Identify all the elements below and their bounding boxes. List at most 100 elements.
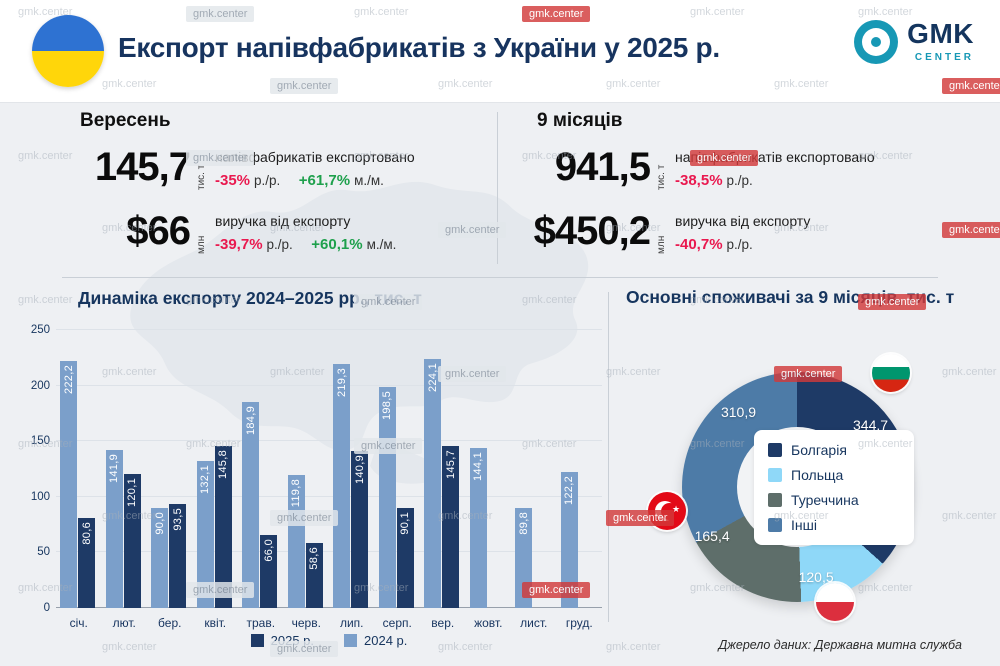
bar-value-label: 90,1: [399, 511, 411, 535]
gridline: [56, 551, 602, 553]
bar-value-label: 58,6: [308, 546, 320, 570]
yoy-change: -38,5% р./р.: [675, 172, 753, 189]
bar-value-label: 222,2: [62, 364, 75, 394]
bar-2025-m7: 140,9: [351, 451, 368, 608]
x-axis-label: груд.: [565, 616, 593, 630]
donut-chart-title: Основні споживачі за 9 місяців, тис. т: [626, 287, 955, 307]
gridline: [56, 495, 602, 497]
gmk-logo-icon: [854, 20, 899, 64]
donut-legend-swatch: [768, 443, 782, 457]
y-axis-tick: 100: [30, 490, 50, 503]
bar-value-label: 132,1: [199, 465, 211, 495]
x-axis-label: трав.: [246, 616, 276, 630]
donut-value-label-2: 120,5: [798, 568, 834, 585]
bar-group-4: 132,1 145,8 квіт.: [193, 330, 239, 630]
bar-group-9: 224,1 145,7 вер.: [420, 330, 466, 630]
stat-changes: -38,5% р./р.: [675, 172, 875, 190]
bar-value-label: 141,9: [108, 454, 120, 484]
stat-changes: -39,7% р./р. +60,1% м./м.: [215, 236, 410, 254]
bar-2024-m11: 89,8: [515, 508, 532, 608]
x-axis-label: січ.: [69, 616, 88, 630]
stat-changes: -35% р./р. +61,7% м./м.: [215, 172, 415, 190]
stat-value: $66: [126, 209, 191, 253]
donut-legend-label: Болгарія: [791, 442, 847, 458]
bar-2025-m4: 145,8: [214, 445, 232, 608]
bar-2024-m3: 90,0: [151, 507, 168, 608]
bar-2024-m1: 222,2: [60, 360, 77, 608]
stats-nine-months-title: 9 місяців: [537, 110, 623, 131]
bar-value-label: 90,0: [153, 511, 166, 535]
mom-change: +61,7% м./м.: [298, 172, 384, 189]
legend-label: 2025 р.: [270, 633, 314, 648]
bar-value-label: 184,9: [244, 406, 257, 436]
bar-2025-m1: 80,6: [78, 518, 95, 608]
bar-value-label: 89,8: [517, 512, 530, 535]
stat-value: 941,5: [554, 145, 651, 189]
donut-legend-swatch: [768, 518, 782, 532]
donut-legend-swatch: [768, 468, 782, 482]
bar-value-label: 93,5: [171, 508, 184, 531]
y-axis-tick: 250: [30, 324, 50, 336]
stat-unit: млн: [656, 235, 667, 254]
bar-value-label: 224,1: [426, 362, 439, 392]
bar-value-label: 122,2: [563, 476, 575, 506]
watermark: gmk.center: [18, 294, 73, 306]
logo-gmk-label: GMK: [907, 18, 974, 49]
donut-value-label-1: 344,7: [853, 417, 889, 434]
y-axis-tick: 150: [30, 435, 50, 448]
bar-2025-m2: 120,1: [123, 474, 141, 608]
bar-2024-m6: 119,8: [287, 474, 305, 608]
gridline: [56, 329, 602, 330]
y-axis-tick: 0: [43, 602, 50, 614]
bar-2024-m12: 122,2: [560, 472, 578, 608]
divider-vertical-stats: [497, 112, 498, 264]
bar-2025-m5: 66,0: [260, 534, 277, 608]
donut-legend: Болгарія Польща Туреччина Інші: [754, 430, 914, 545]
bar-2024-m9: 224,1: [424, 358, 441, 608]
gridline: [56, 607, 602, 608]
donut-legend-item-4: Інші: [768, 517, 900, 533]
legend-swatch: [250, 634, 264, 647]
bar-group-3: 90,0 93,5 бер.: [147, 330, 193, 630]
donut-legend-label: Інші: [791, 517, 817, 533]
bar-group-8: 198,5 90,1 серп.: [375, 330, 421, 630]
stat-row-export-revenue: $66 млн виручка від експорту -39,7% р./р.…: [64, 210, 489, 254]
bar-2025-m9: 145,7: [442, 446, 459, 608]
bar-2025-m6: 58,6: [305, 542, 323, 608]
bar-chart-legend: 2025 р. 2024 р.: [56, 633, 602, 648]
bar-value-label: 66,0: [262, 538, 275, 562]
bar-group-6: 119,8 58,6 черв.: [284, 330, 330, 630]
stat-changes: -40,7% р./р.: [675, 236, 810, 254]
stat-label: виручка від експорту: [215, 213, 351, 229]
stat-unit: тис. т: [656, 164, 667, 190]
mom-change: +60,1% м./м.: [311, 236, 397, 253]
gmk-logo-text: GMK CENTER: [907, 18, 974, 64]
legend-label: 2024 р.: [364, 633, 408, 648]
x-axis-label: бер.: [158, 616, 182, 630]
x-axis-label: серп.: [382, 616, 412, 630]
x-axis-label: жовт.: [474, 616, 503, 630]
stat-label: напівфабрикатів експортовано: [675, 149, 875, 165]
stats-september: Вересень 145,7 тис. т напівфабрикатів ек…: [64, 110, 489, 254]
watermark: gmk.center: [942, 366, 997, 378]
bar-value-label: 219,3: [335, 368, 348, 398]
poland-flag-icon: [816, 583, 854, 621]
bar-chart: 0 50 100 150 200 250 222,2 80,6 січ. 141,9 120,1 лю…: [31, 324, 602, 630]
gridline: [56, 384, 602, 386]
donut-legend-swatch: [768, 493, 782, 507]
stat-value: 145,7: [94, 145, 191, 189]
yoy-change: -35% р./р.: [215, 172, 281, 189]
watermark: gmk.center: [606, 641, 661, 653]
x-axis-label: лист.: [520, 616, 548, 630]
legend-swatch: [344, 634, 357, 647]
page-title: Експорт напівфабрикатів з України у 2025…: [118, 32, 720, 63]
stats-nine-months: 9 місяців 941,5 тис. т напівфабрикатів е…: [500, 110, 940, 254]
legend-item-1: 2025 р.: [250, 633, 314, 648]
legend-item-2: 2024 р.: [344, 633, 407, 648]
bar-value-label: 140,9: [353, 455, 366, 485]
bar-group-2: 141,9 120,1 лют.: [102, 330, 148, 630]
donut-value-label-3: 165,4: [694, 528, 730, 544]
bar-value-label: 145,7: [444, 450, 457, 480]
donut-legend-item-3: Туреччина: [768, 492, 900, 508]
